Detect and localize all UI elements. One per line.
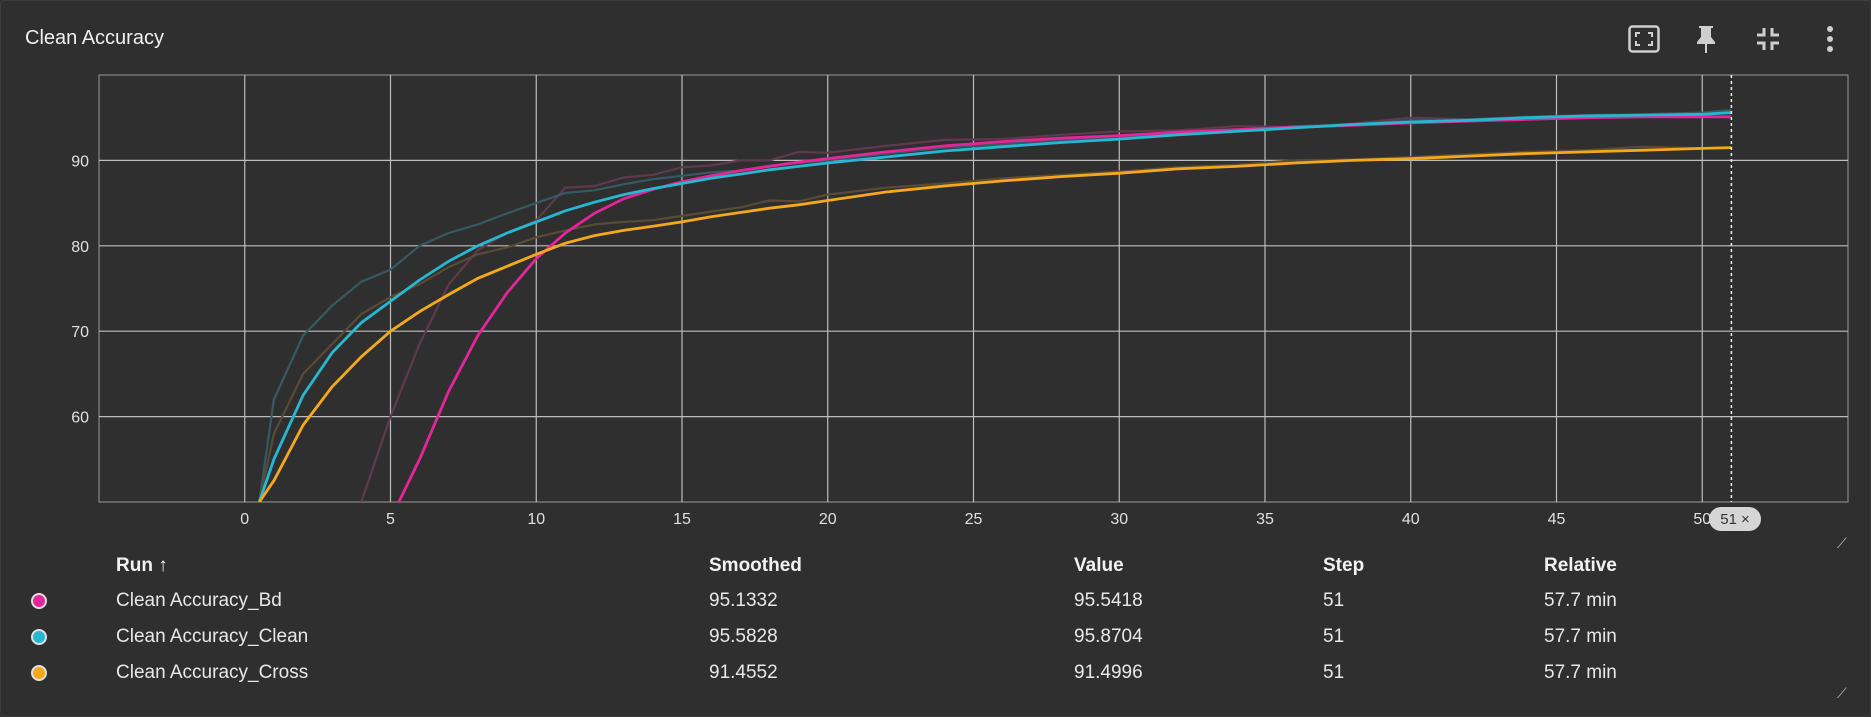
relative-time: 57.7 min — [1544, 626, 1617, 647]
fit-to-screen-icon — [1628, 25, 1660, 53]
card-title: Clean Accuracy — [25, 27, 164, 49]
run-name: Clean Accuracy_Cross — [116, 662, 309, 683]
more-options-button[interactable] — [1810, 19, 1850, 59]
chart-resize-handle[interactable]: ⟋ — [1837, 535, 1847, 551]
step-value: 51 — [1323, 626, 1345, 647]
header-smoothed[interactable]: Smoothed — [709, 555, 802, 576]
series-raw-line — [258, 108, 1732, 502]
table-resize-handle[interactable]: ⟋ — [1837, 685, 1847, 701]
step-value: 51 — [1323, 662, 1345, 683]
series-smoothed-line — [258, 146, 1732, 502]
series-color-dot — [31, 592, 47, 609]
smoothed-value: 95.5828 — [709, 626, 778, 647]
header-step[interactable]: Step — [1323, 555, 1365, 576]
series-color-dot — [31, 628, 47, 645]
close-icon[interactable]: × — [1740, 510, 1750, 528]
x-tick-label: 50 — [1693, 511, 1711, 528]
x-tick-label: 25 — [965, 511, 983, 528]
more-vert-icon — [1827, 26, 1833, 52]
series-smoothed-line — [397, 115, 1732, 502]
smoothed-value: 95.1332 — [709, 590, 778, 611]
y-tick-label: 80 — [71, 239, 89, 256]
raw-value: 95.8704 — [1074, 626, 1143, 647]
y-tick-label: 90 — [71, 153, 89, 170]
header-relative[interactable]: Relative — [1544, 555, 1617, 576]
run-name: Clean Accuracy_Clean — [116, 626, 309, 647]
table-row[interactable]: Clean Accuracy_Cross 91.4552 91.4996 51 … — [1, 655, 1871, 691]
pin-button[interactable] — [1686, 19, 1726, 59]
collapse-icon — [1757, 28, 1779, 50]
x-tick-label: 5 — [386, 511, 395, 528]
header-run[interactable]: Run ↑ — [116, 555, 168, 576]
x-tick-label: 45 — [1548, 511, 1566, 528]
x-tick-label: 35 — [1256, 511, 1274, 528]
raw-value: 91.4996 — [1074, 662, 1143, 683]
series-raw-line — [258, 145, 1732, 502]
table-row[interactable]: Clean Accuracy_Clean 95.5828 95.8704 51 … — [1, 619, 1871, 655]
table-row[interactable]: Clean Accuracy_Bd 95.1332 95.5418 51 57.… — [1, 583, 1871, 619]
line-chart[interactable]: 0 5 10 15 20 25 30 35 40 45 50 60 70 80 90 — [1, 61, 1871, 541]
relative-time: 57.7 min — [1544, 662, 1617, 683]
fit-to-screen-button[interactable] — [1624, 19, 1664, 59]
x-tick-label: 0 — [240, 511, 249, 528]
card-toolbar — [1624, 19, 1850, 59]
series-color-dot — [31, 664, 47, 681]
x-tick-label: 10 — [527, 511, 545, 528]
collapse-button[interactable] — [1748, 19, 1788, 59]
step-value: 51 — [1323, 590, 1345, 611]
y-tick-label: 60 — [71, 410, 89, 427]
step-marker-value: 51 — [1720, 510, 1737, 528]
relative-time: 57.7 min — [1544, 590, 1617, 611]
run-name: Clean Accuracy_Bd — [116, 590, 282, 611]
header-color-col — [1, 549, 116, 583]
x-tick-label: 15 — [673, 511, 691, 528]
x-tick-label: 40 — [1402, 511, 1420, 528]
step-marker-badge[interactable]: 51 × — [1709, 507, 1761, 531]
x-tick-label: 20 — [819, 511, 837, 528]
pin-icon — [1697, 26, 1715, 53]
series-raw-line — [360, 112, 1732, 502]
y-tick-label: 70 — [71, 324, 89, 341]
raw-value: 95.5418 — [1074, 590, 1143, 611]
x-tick-label: 30 — [1110, 511, 1128, 528]
runs-table: Run ↑ Smoothed Value Step Relative Clean… — [1, 549, 1871, 691]
smoothed-value: 91.4552 — [709, 662, 778, 683]
runs-table-header: Run ↑ Smoothed Value Step Relative — [1, 549, 1871, 583]
header-value[interactable]: Value — [1074, 555, 1124, 576]
series-smoothed-line — [257, 111, 1732, 502]
